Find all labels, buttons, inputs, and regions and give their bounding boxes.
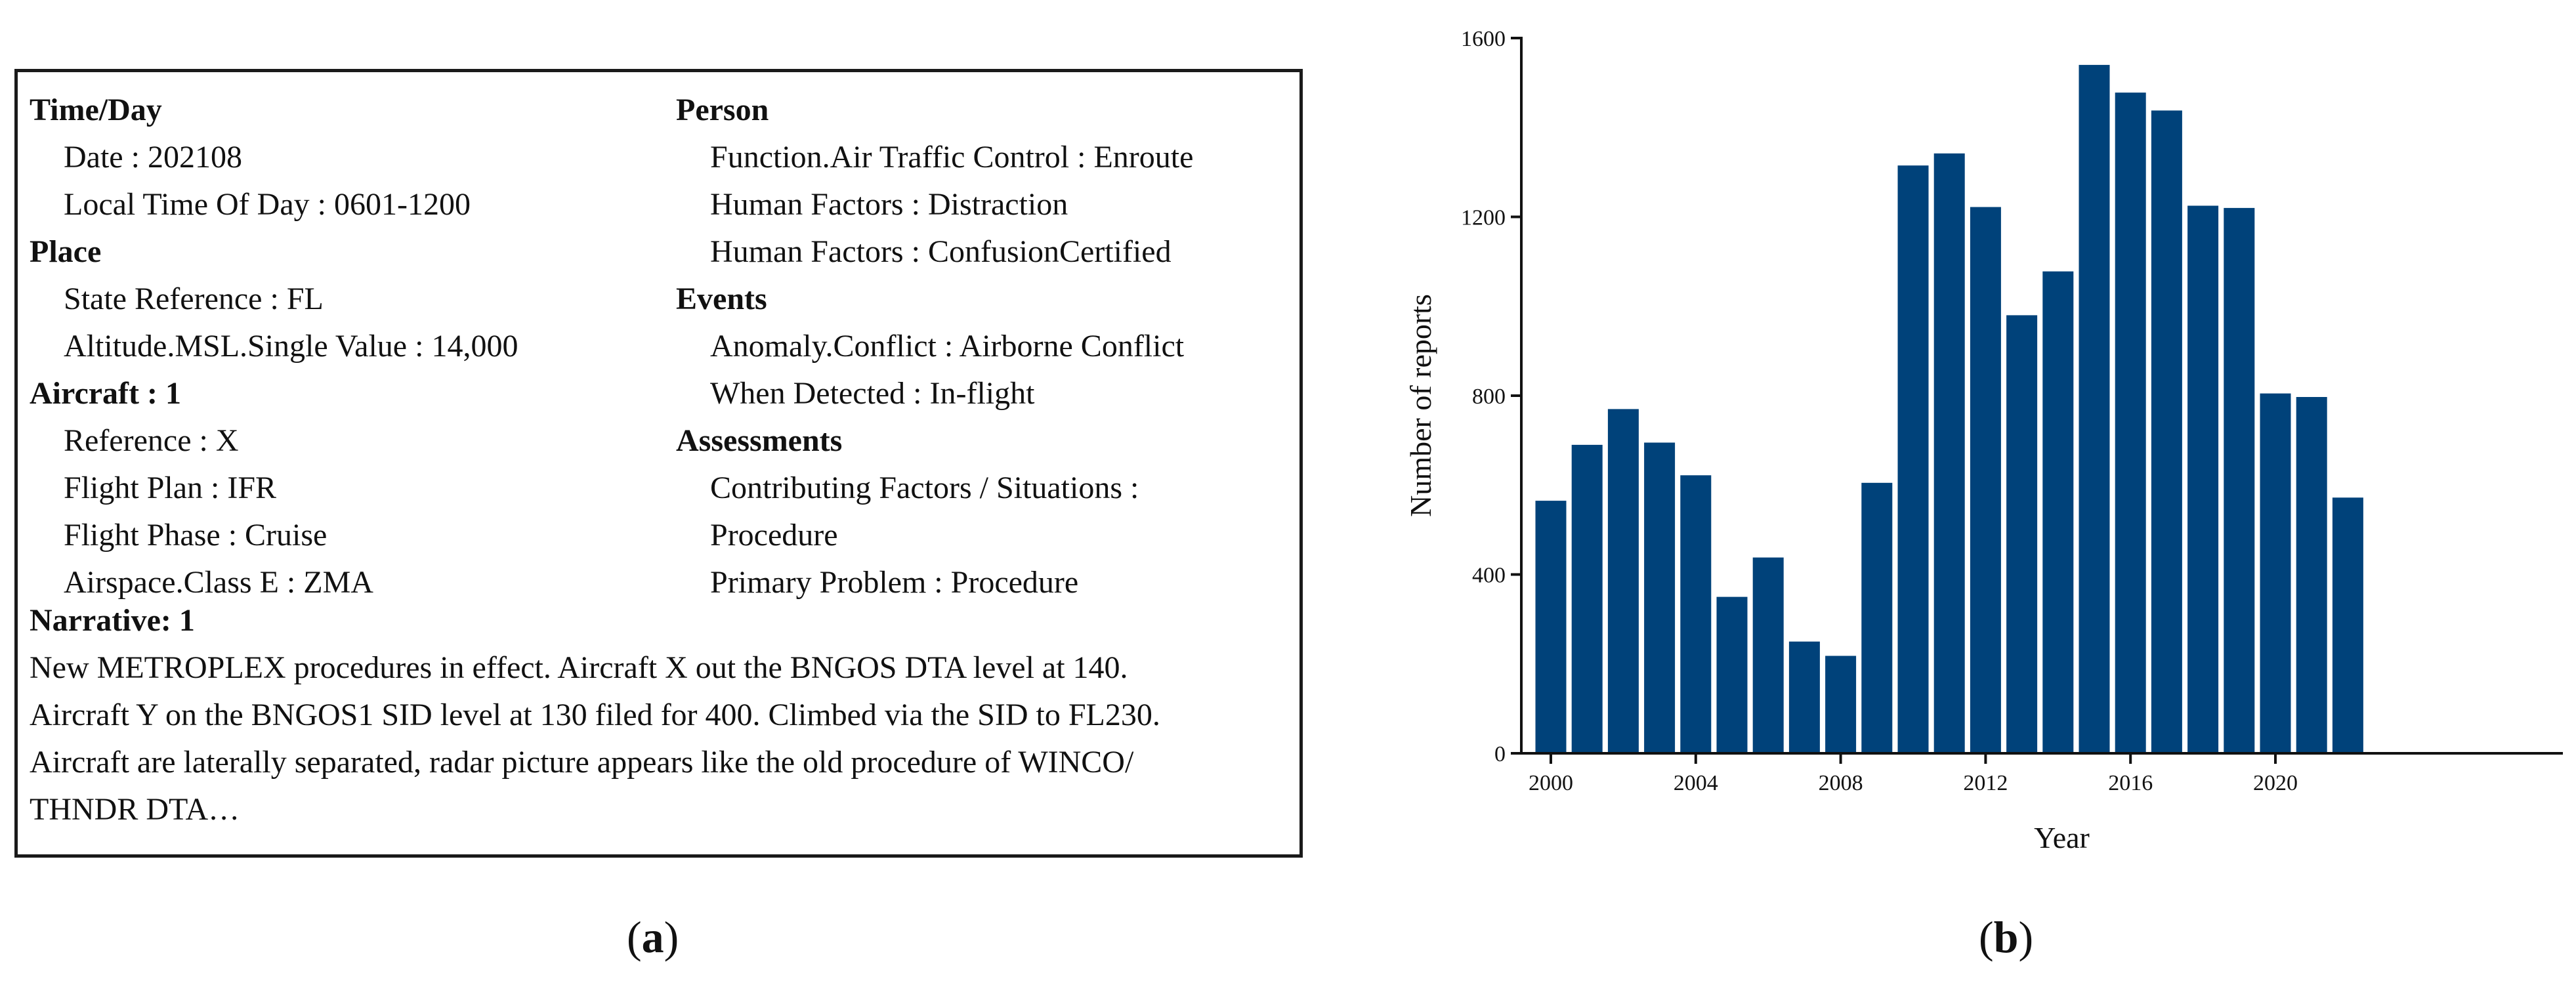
y-tick-label: 400 bbox=[1472, 564, 1506, 588]
x-tick-label: 2020 bbox=[2253, 771, 2298, 795]
report-field: Human Factors : Distraction bbox=[710, 187, 1068, 222]
bar-2008 bbox=[1825, 656, 1857, 753]
bar-2021 bbox=[2296, 397, 2327, 753]
x-tick-label: 2016 bbox=[2108, 771, 2153, 795]
report-field: Flight Phase : Cruise bbox=[64, 518, 327, 553]
bar-2018 bbox=[2187, 205, 2219, 753]
report-field: Reference : X bbox=[64, 423, 239, 458]
bar-2015 bbox=[2079, 64, 2110, 753]
x-tick-label: 2012 bbox=[1963, 771, 2008, 795]
report-section-heading: Time/Day bbox=[30, 93, 162, 127]
bar-2017 bbox=[2151, 110, 2182, 753]
bar-2013 bbox=[2006, 315, 2038, 753]
caption-a-close: ) bbox=[664, 912, 679, 962]
report-field: Anomaly.Conflict : Airborne Conflict bbox=[710, 329, 1185, 364]
caption-b-close: ) bbox=[2018, 912, 2034, 962]
report-section-heading: Person bbox=[676, 93, 769, 127]
aviation-report-box: Time/Day Date : 202108 Local Time Of Day :… bbox=[14, 69, 1303, 858]
report-field: When Detected : In-flight bbox=[710, 376, 1035, 411]
report-section-heading: Place bbox=[30, 234, 102, 269]
report-field: Function.Air Traffic Control : Enroute bbox=[710, 140, 1194, 175]
narrative-heading: Narrative: 1 bbox=[30, 603, 195, 638]
bar-2006 bbox=[1752, 557, 1784, 753]
bar-2005 bbox=[1716, 596, 1748, 753]
x-axis-title: Year bbox=[2034, 821, 2090, 854]
y-tick-label: 1200 bbox=[1461, 206, 1506, 230]
caption-a-letter: a bbox=[641, 912, 664, 962]
bar-2003 bbox=[1644, 442, 1676, 753]
report-field: Airspace.Class E : ZMA bbox=[64, 565, 373, 600]
bar-2002 bbox=[1607, 409, 1639, 753]
report-left-column: Time/Day Date : 202108 Local Time Of Day :… bbox=[30, 87, 518, 606]
report-section-heading: Aircraft : 1 bbox=[30, 376, 181, 411]
bar-2007 bbox=[1788, 641, 1820, 753]
narrative-section: Narrative: 1 New METROPLEX procedures in… bbox=[30, 597, 1283, 833]
report-field: Primary Problem : Procedure bbox=[710, 565, 1079, 600]
axes-group: 0 400 800 1200 1600 2000 2004 2008 2012 2016 2020 bbox=[1461, 27, 2563, 795]
x-tick-label: 2008 bbox=[1819, 771, 1863, 795]
narrative-text: New METROPLEX procedures in effect. Airc… bbox=[30, 650, 1160, 827]
report-section-heading: Events bbox=[676, 282, 767, 316]
caption-b-open: ( bbox=[1979, 912, 1994, 962]
bar-2019 bbox=[2224, 207, 2255, 753]
report-field: Local Time Of Day : 0601-1200 bbox=[64, 187, 471, 222]
bar-2009 bbox=[1861, 482, 1893, 753]
caption-b-letter: b bbox=[1993, 912, 2019, 962]
bar-2016 bbox=[2115, 93, 2146, 754]
report-field: Procedure bbox=[710, 518, 838, 553]
x-tick-label: 2004 bbox=[1674, 771, 1718, 795]
y-tick-label: 800 bbox=[1472, 385, 1506, 409]
report-field: Contributing Factors / Situations : bbox=[710, 470, 1139, 505]
bar-2020 bbox=[2260, 393, 2291, 753]
bar-2010 bbox=[1897, 165, 1929, 753]
y-tick-label: 0 bbox=[1494, 742, 1506, 766]
bar-2001 bbox=[1571, 444, 1603, 753]
panel-a-caption: (a) bbox=[627, 911, 679, 963]
report-right-column: Person Function.Air Traffic Control : Enr… bbox=[676, 87, 1193, 606]
panel-b-caption: (b) bbox=[1979, 911, 2033, 963]
y-axis-title: Number of reports bbox=[1404, 294, 1437, 517]
bar-2000 bbox=[1535, 501, 1567, 753]
report-field: Human Factors : ConfusionCertified bbox=[710, 234, 1172, 269]
x-tick-label: 2000 bbox=[1529, 771, 1573, 795]
report-field: Date : 202108 bbox=[64, 140, 242, 175]
report-field: State Reference : FL bbox=[64, 282, 324, 316]
bar-2022 bbox=[2332, 497, 2363, 753]
report-section-heading: Assessments bbox=[676, 423, 843, 458]
bar-2011 bbox=[1933, 153, 1965, 754]
bar-2004 bbox=[1680, 475, 1712, 753]
report-field: Altitude.MSL.Single Value : 14,000 bbox=[64, 329, 518, 364]
bars-group bbox=[1535, 64, 2363, 754]
caption-a-open: ( bbox=[627, 912, 642, 962]
report-field: Flight Plan : IFR bbox=[64, 470, 277, 505]
bar-2012 bbox=[1970, 207, 2001, 753]
bar-2014 bbox=[2042, 271, 2074, 754]
y-tick-label: 1600 bbox=[1461, 27, 1506, 51]
